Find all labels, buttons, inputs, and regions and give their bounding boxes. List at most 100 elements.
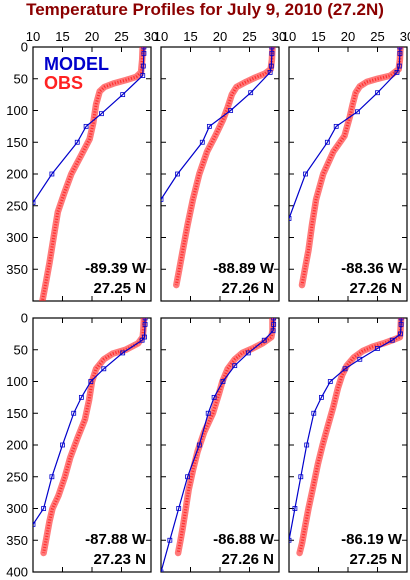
- panel-frame: [32, 317, 152, 573]
- model-point: [78, 394, 84, 400]
- model-point: [71, 410, 77, 416]
- panel-lat-label: 27.25 N: [349, 551, 402, 568]
- model-point: [289, 537, 292, 543]
- model-point: [33, 200, 36, 205]
- model-point: [167, 537, 173, 543]
- model-point: [99, 111, 104, 117]
- model-point: [333, 123, 339, 129]
- y-tick-label: 100: [6, 103, 28, 118]
- y-tick-label: 200: [6, 167, 28, 182]
- model-point: [41, 506, 47, 511]
- model-point: [389, 337, 395, 343]
- model-point: [261, 337, 267, 343]
- x-tick-label: 10: [282, 29, 296, 44]
- model-point: [139, 337, 145, 343]
- model-point: [101, 366, 107, 372]
- model-point: [396, 63, 402, 69]
- model-point: [248, 90, 254, 96]
- y-tick-label: 300: [6, 230, 28, 245]
- y-tick-label: 150: [6, 135, 28, 150]
- model-point: [220, 379, 226, 384]
- model-point: [141, 47, 147, 50]
- y-tick-label: 100: [6, 374, 28, 389]
- model-point: [185, 474, 190, 480]
- model-point: [175, 171, 180, 177]
- panel-2: 10 15 20 25 30 -88.89 W 27.26 N: [154, 29, 286, 302]
- model-point: [271, 321, 277, 327]
- model-point: [211, 394, 217, 400]
- obs-line: [42, 318, 146, 554]
- model-point: [289, 216, 292, 221]
- model-point: [269, 50, 275, 56]
- y-tick-label: 0: [21, 40, 28, 55]
- model-point: [120, 350, 126, 356]
- model-point: [49, 474, 55, 480]
- panel-4: 0 50 100 150 200 250 300 350 400 -87.88 W 27.23 N: [6, 311, 152, 580]
- x-tick-label: 20: [341, 29, 355, 44]
- model-point: [142, 318, 148, 321]
- legend-model-label: MODEL: [44, 54, 109, 74]
- panel-lat-label: 27.26 N: [221, 551, 274, 568]
- model-point: [88, 379, 94, 384]
- model-point: [397, 47, 403, 50]
- model-point: [357, 356, 363, 362]
- panel-plot: [289, 47, 404, 289]
- x-tick-label: 15: [183, 29, 197, 44]
- y-tick-label: 350: [6, 533, 28, 548]
- x-tick-label: 30: [144, 29, 158, 44]
- y-tick-label: 50: [14, 71, 28, 86]
- y-tick-label: 150: [6, 406, 28, 421]
- model-line: [33, 318, 146, 525]
- model-point: [398, 331, 403, 337]
- model-point: [342, 366, 348, 372]
- panel-lat-label: 27.26 N: [349, 280, 402, 297]
- panel-plot: [289, 318, 405, 557]
- model-point: [319, 394, 324, 400]
- model-point: [142, 321, 148, 327]
- panel-lon-label: -88.89 W: [213, 260, 275, 277]
- x-tick-label: 25: [242, 29, 256, 44]
- y-tick-label: 300: [6, 501, 28, 516]
- panel-1: 0 50 100 150 200 250 300 350 10 15 20 25 30 -89.39 W 2…: [6, 29, 158, 302]
- panel-plot: [161, 318, 277, 572]
- model-line: [289, 47, 401, 219]
- model-point: [206, 123, 212, 129]
- model-point: [271, 318, 277, 321]
- model-point: [83, 123, 89, 129]
- panel-lat-label: 27.26 N: [221, 280, 274, 297]
- y-tick-label: 250: [6, 469, 28, 484]
- model-point: [161, 196, 164, 202]
- model-point: [49, 171, 55, 177]
- model-point: [140, 63, 146, 69]
- panel-lat-label: 27.25 N: [93, 280, 146, 297]
- model-point: [176, 506, 182, 511]
- x-tick-label: 25: [370, 29, 384, 44]
- chart-title: Temperature Profiles for July 9, 2010 (2…: [26, 0, 384, 19]
- x-tick-label: 10: [154, 29, 168, 44]
- model-point: [304, 442, 310, 448]
- legend: MODEL OBS: [44, 54, 109, 93]
- model-point: [74, 139, 80, 145]
- panel-lat-label: 27.23 N: [93, 551, 146, 568]
- panel-3: 10 15 20 25 30 -88.36 W 27.26 N: [282, 29, 410, 302]
- model-point: [397, 50, 403, 56]
- obs-line: [174, 47, 274, 286]
- model-point: [120, 92, 126, 98]
- obs-line: [300, 47, 402, 286]
- model-point: [269, 47, 275, 50]
- model-point: [232, 363, 238, 369]
- model-line: [161, 47, 273, 200]
- x-tick-label: 25: [114, 29, 128, 44]
- y-tick-label: 250: [6, 198, 28, 213]
- y-tick-label: 200: [6, 438, 28, 453]
- panel-plot: [33, 47, 147, 301]
- y-tick-label: 400: [6, 565, 28, 580]
- model-point: [196, 442, 202, 448]
- panel-plot: [161, 47, 276, 289]
- y-tick-label: 50: [14, 342, 28, 357]
- x-tick-label: 10: [26, 29, 40, 44]
- model-point: [141, 50, 147, 56]
- panel-6: -86.19 W 27.25 N: [288, 317, 408, 573]
- model-point: [355, 109, 360, 115]
